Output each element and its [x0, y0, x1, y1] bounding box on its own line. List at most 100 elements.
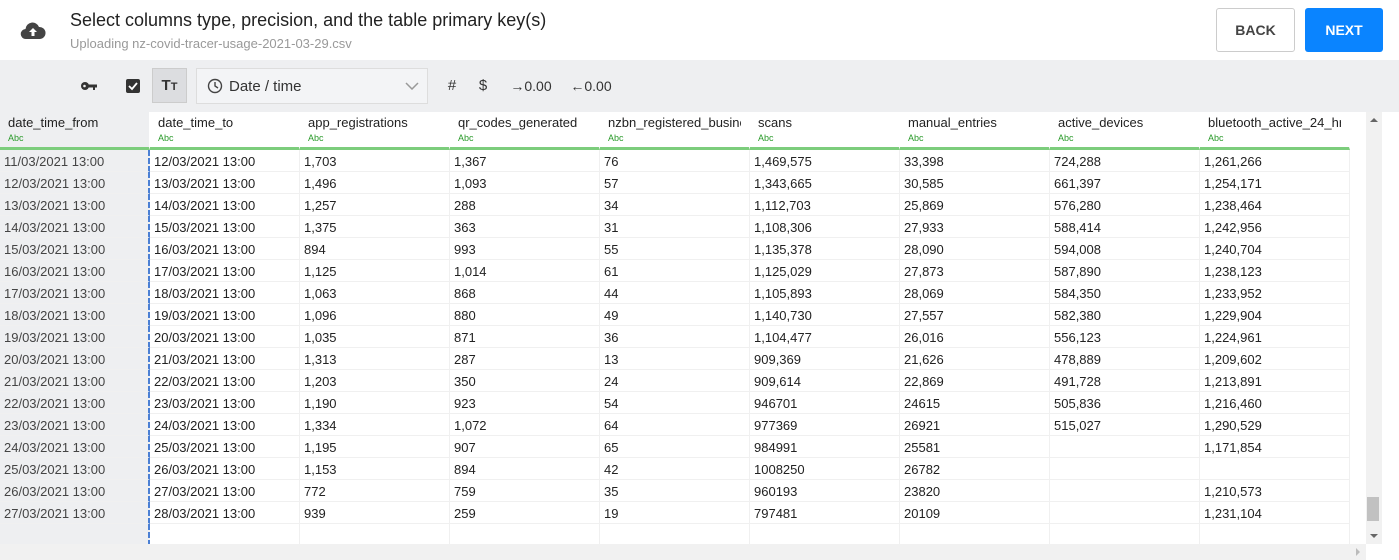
table-cell[interactable]: 27/03/2021 13:00 [0, 502, 150, 524]
table-cell[interactable]: 15/03/2021 13:00 [150, 216, 300, 238]
table-cell[interactable] [1050, 480, 1200, 502]
increase-decimals-button[interactable]: →0.00 [510, 77, 552, 94]
table-cell[interactable]: 1,375 [300, 216, 450, 238]
horizontal-scrollbar[interactable] [0, 544, 1366, 560]
table-cell[interactable]: 12/03/2021 13:00 [150, 150, 300, 172]
table-cell[interactable]: 1,343,665 [750, 172, 900, 194]
table-cell[interactable]: 1,238,464 [1200, 194, 1350, 216]
table-cell[interactable]: 13/03/2021 13:00 [0, 194, 150, 216]
table-cell[interactable]: 1,014 [450, 260, 600, 282]
table-cell[interactable]: 1,035 [300, 326, 450, 348]
table-cell[interactable]: 27,557 [900, 304, 1050, 326]
table-cell[interactable]: 16/03/2021 13:00 [150, 238, 300, 260]
table-cell[interactable]: 909,369 [750, 348, 900, 370]
table-cell[interactable]: 1,209,602 [1200, 348, 1350, 370]
table-cell[interactable]: 1,334 [300, 414, 450, 436]
table-cell[interactable]: 993 [450, 238, 600, 260]
table-cell[interactable]: 1,093 [450, 172, 600, 194]
table-cell[interactable] [1200, 458, 1350, 480]
table-cell[interactable]: 880 [450, 304, 600, 326]
table-cell[interactable]: 478,889 [1050, 348, 1200, 370]
table-cell[interactable]: 57 [600, 172, 750, 194]
table-cell[interactable] [750, 524, 900, 544]
table-cell[interactable]: 16/03/2021 13:00 [0, 260, 150, 282]
table-cell[interactable]: 772 [300, 480, 450, 502]
table-cell[interactable]: 1,257 [300, 194, 450, 216]
table-cell[interactable]: 871 [450, 326, 600, 348]
table-cell[interactable] [1050, 458, 1200, 480]
table-cell[interactable]: 1,216,460 [1200, 392, 1350, 414]
table-cell[interactable]: 946701 [750, 392, 900, 414]
table-cell[interactable]: 17/03/2021 13:00 [150, 260, 300, 282]
table-cell[interactable]: 31 [600, 216, 750, 238]
vertical-scrollbar[interactable] [1366, 112, 1382, 544]
table-cell[interactable]: 19/03/2021 13:00 [150, 304, 300, 326]
table-cell[interactable] [900, 524, 1050, 544]
table-cell[interactable]: 13 [600, 348, 750, 370]
back-button[interactable]: BACK [1216, 8, 1295, 52]
table-cell[interactable]: 797481 [750, 502, 900, 524]
table-cell[interactable]: 20/03/2021 13:00 [0, 348, 150, 370]
table-cell[interactable] [1200, 524, 1350, 544]
table-cell[interactable]: 34 [600, 194, 750, 216]
table-cell[interactable] [600, 524, 750, 544]
column-header[interactable]: date_time_to Abc [150, 112, 300, 150]
table-cell[interactable]: 984991 [750, 436, 900, 458]
table-cell[interactable]: 960193 [750, 480, 900, 502]
table-cell[interactable]: 25581 [900, 436, 1050, 458]
table-cell[interactable]: 11/03/2021 13:00 [0, 150, 150, 172]
table-cell[interactable]: 25/03/2021 13:00 [0, 458, 150, 480]
table-cell[interactable]: 54 [600, 392, 750, 414]
table-cell[interactable]: 18/03/2021 13:00 [150, 282, 300, 304]
text-type-button[interactable]: TT [152, 68, 187, 103]
table-cell[interactable]: 1,104,477 [750, 326, 900, 348]
table-cell[interactable]: 1,213,891 [1200, 370, 1350, 392]
table-cell[interactable]: 1,261,266 [1200, 150, 1350, 172]
table-cell[interactable] [1050, 436, 1200, 458]
table-cell[interactable]: 1,108,306 [750, 216, 900, 238]
decrease-decimals-button[interactable]: ←0.00 [570, 77, 612, 94]
table-cell[interactable]: 1,238,123 [1200, 260, 1350, 282]
table-cell[interactable]: 24 [600, 370, 750, 392]
table-cell[interactable]: 28,090 [900, 238, 1050, 260]
column-header[interactable]: date_time_from Abc [0, 112, 150, 150]
table-cell[interactable]: 44 [600, 282, 750, 304]
table-cell[interactable]: 17/03/2021 13:00 [0, 282, 150, 304]
scrollbar-thumb[interactable] [1367, 497, 1379, 521]
scroll-right-icon[interactable] [1356, 548, 1360, 556]
primary-key-button[interactable] [72, 68, 106, 103]
column-header[interactable]: nzbn_registered_busine Abc [600, 112, 750, 150]
table-cell[interactable]: 939 [300, 502, 450, 524]
table-cell[interactable]: 1,203 [300, 370, 450, 392]
table-cell[interactable] [300, 524, 450, 544]
table-cell[interactable]: 1,140,730 [750, 304, 900, 326]
column-header[interactable]: scans Abc [750, 112, 900, 150]
table-cell[interactable]: 25/03/2021 13:00 [150, 436, 300, 458]
table-cell[interactable]: 1,105,893 [750, 282, 900, 304]
table-cell[interactable]: 363 [450, 216, 600, 238]
checkbox-type-button[interactable] [116, 68, 150, 103]
table-cell[interactable]: 923 [450, 392, 600, 414]
table-cell[interactable]: 576,280 [1050, 194, 1200, 216]
table-cell[interactable]: 64 [600, 414, 750, 436]
table-cell[interactable]: 1,469,575 [750, 150, 900, 172]
table-cell[interactable]: 28/03/2021 13:00 [150, 502, 300, 524]
table-cell[interactable]: 26782 [900, 458, 1050, 480]
table-cell[interactable]: 22,869 [900, 370, 1050, 392]
column-header[interactable]: active_devices Abc [1050, 112, 1200, 150]
table-cell[interactable]: 259 [450, 502, 600, 524]
table-cell[interactable]: 1,231,104 [1200, 502, 1350, 524]
table-cell[interactable]: 1,125,029 [750, 260, 900, 282]
table-cell[interactable]: 14/03/2021 13:00 [150, 194, 300, 216]
table-cell[interactable]: 55 [600, 238, 750, 260]
table-cell[interactable]: 588,414 [1050, 216, 1200, 238]
currency-type-button[interactable]: $ [478, 77, 488, 94]
table-cell[interactable]: 1,195 [300, 436, 450, 458]
table-cell[interactable]: 22/03/2021 13:00 [0, 392, 150, 414]
table-cell[interactable]: 587,890 [1050, 260, 1200, 282]
table-cell[interactable]: 1,072 [450, 414, 600, 436]
table-cell[interactable]: 23/03/2021 13:00 [150, 392, 300, 414]
table-cell[interactable]: 350 [450, 370, 600, 392]
type-select[interactable]: Date / time [196, 68, 428, 104]
column-header[interactable]: manual_entries Abc [900, 112, 1050, 150]
